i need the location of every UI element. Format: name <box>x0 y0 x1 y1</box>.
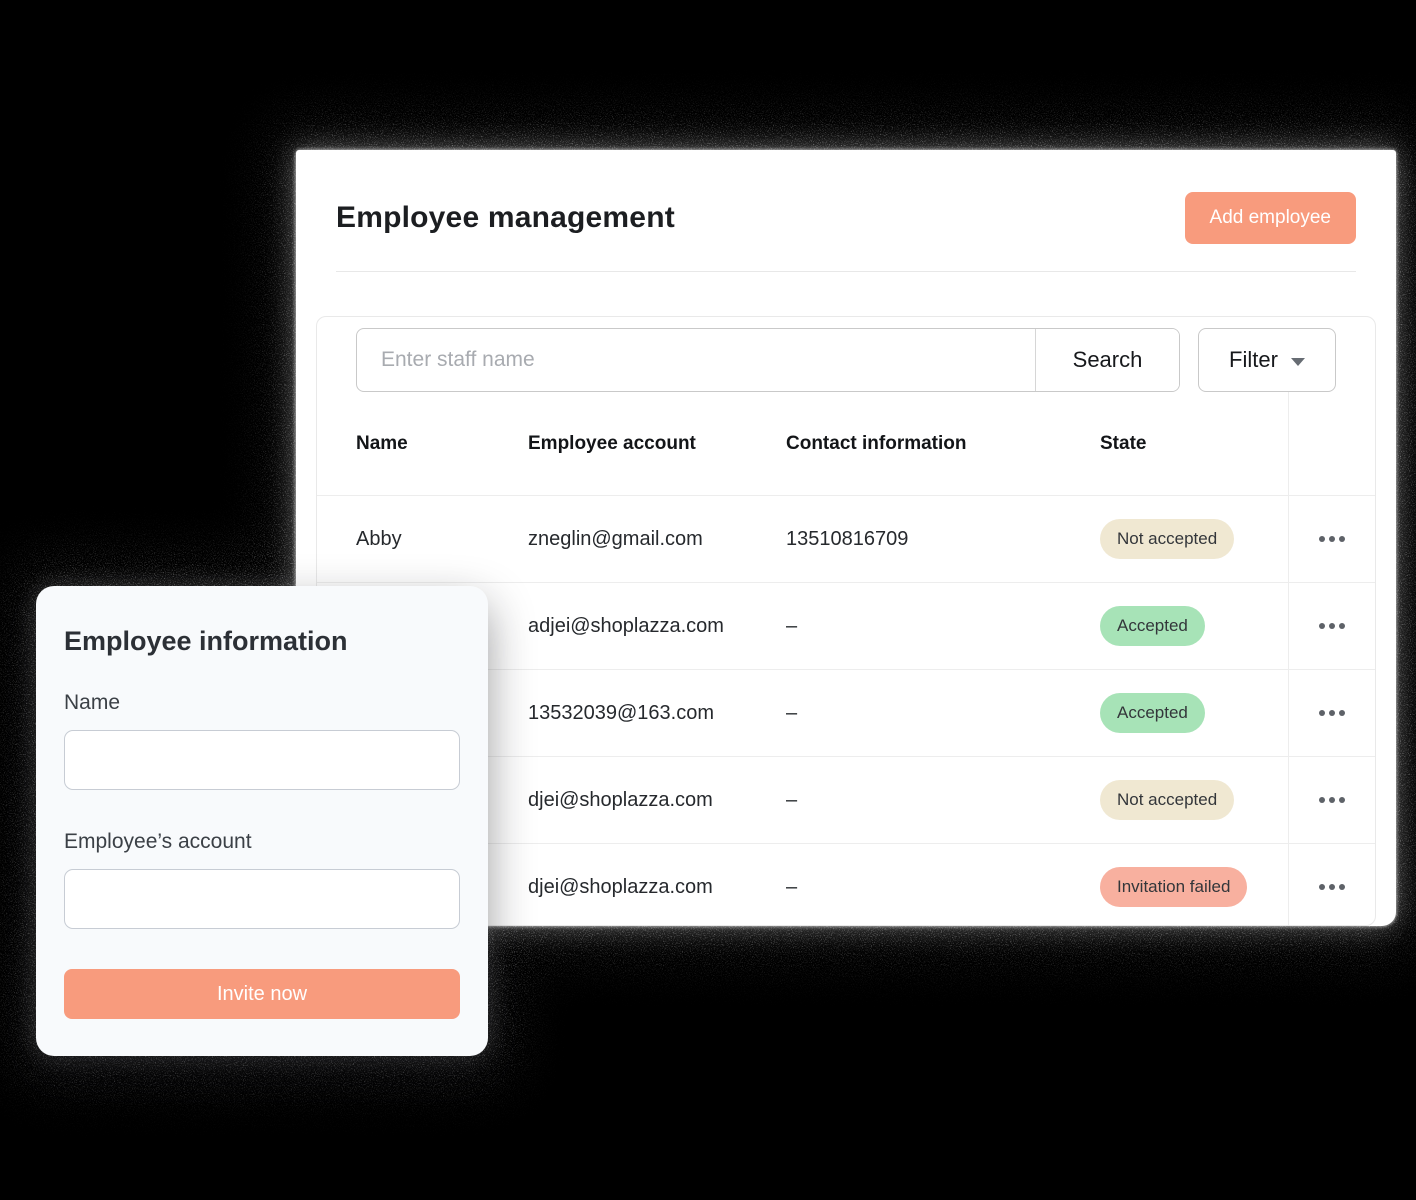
invite-now-button[interactable]: Invite now <box>64 969 460 1019</box>
staff-search-input[interactable] <box>357 329 1035 391</box>
row-actions-button[interactable] <box>1309 700 1355 726</box>
ellipsis-icon <box>1319 884 1325 890</box>
column-header-name: Name <box>356 432 408 454</box>
chevron-down-icon <box>1290 357 1305 366</box>
page-title: Employee management <box>336 201 675 234</box>
cell-contact: – <box>786 614 798 637</box>
ellipsis-icon <box>1319 797 1325 803</box>
filter-button[interactable]: Filter <box>1198 328 1336 392</box>
row-actions-button[interactable] <box>1309 787 1355 813</box>
column-header-account: Employee account <box>528 432 696 454</box>
status-badge: Accepted <box>1100 606 1205 646</box>
add-employee-button[interactable]: Add employee <box>1184 192 1356 244</box>
account-field[interactable] <box>64 869 460 929</box>
column-header-actions <box>1288 392 1375 495</box>
table-row: adjei@shoplazza.com – Accepted <box>317 582 1375 669</box>
status-badge: Accepted <box>1100 693 1205 733</box>
cell-account: djei@shoplazza.com <box>528 788 713 811</box>
cell-account: djei@shoplazza.com <box>528 875 713 898</box>
cell-contact: – <box>786 875 798 898</box>
modal-title: Employee information <box>64 626 348 656</box>
cell-contact: – <box>786 788 798 811</box>
cell-account: 13532039@163.com <box>528 701 714 724</box>
cell-account: adjei@shoplazza.com <box>528 614 724 637</box>
ellipsis-icon <box>1319 623 1325 629</box>
column-header-state: State <box>1100 432 1147 454</box>
row-actions-button[interactable] <box>1309 613 1355 639</box>
header-divider <box>336 271 1356 272</box>
filter-label: Filter <box>1229 347 1278 372</box>
status-badge: Not accepted <box>1100 780 1235 820</box>
name-label: Name <box>64 691 121 714</box>
panel-header: Employee management Add employee <box>296 150 1396 271</box>
column-header-contact: Contact information <box>786 432 967 454</box>
cell-contact: – <box>786 701 798 724</box>
employee-table-card: Search Filter Name Employee account Cont… <box>316 316 1376 926</box>
employee-management-panel: Employee management Add employee Search … <box>296 150 1396 926</box>
search-button[interactable]: Search <box>1035 329 1179 391</box>
employee-information-card: Employee information Name Employee’s acc… <box>36 586 488 1056</box>
search-row: Search Filter <box>317 317 1375 392</box>
ellipsis-icon <box>1319 710 1325 716</box>
ellipsis-icon <box>1319 536 1325 542</box>
table-row: Abby zneglin@gmail.com 13510816709 Not a… <box>317 495 1375 582</box>
row-actions-button[interactable] <box>1309 526 1355 552</box>
status-badge: Not accepted <box>1100 519 1235 559</box>
table-header-row: Name Employee account Contact informatio… <box>317 392 1375 495</box>
row-actions-button[interactable] <box>1309 874 1355 900</box>
name-field[interactable] <box>64 730 460 790</box>
cell-contact: 13510816709 <box>786 527 909 550</box>
status-badge: Invitation failed <box>1100 867 1248 907</box>
table-row: djei@shoplazza.com – Not accepted <box>317 756 1375 843</box>
cell-name: Abby <box>356 527 402 550</box>
account-label: Employee’s account <box>64 830 252 853</box>
table-row: 13532039@163.com – Accepted <box>317 669 1375 756</box>
table-row: djei@shoplazza.com – Invitation failed <box>317 843 1375 925</box>
cell-account: zneglin@gmail.com <box>528 527 703 550</box>
staff-search-group: Search <box>356 328 1180 392</box>
